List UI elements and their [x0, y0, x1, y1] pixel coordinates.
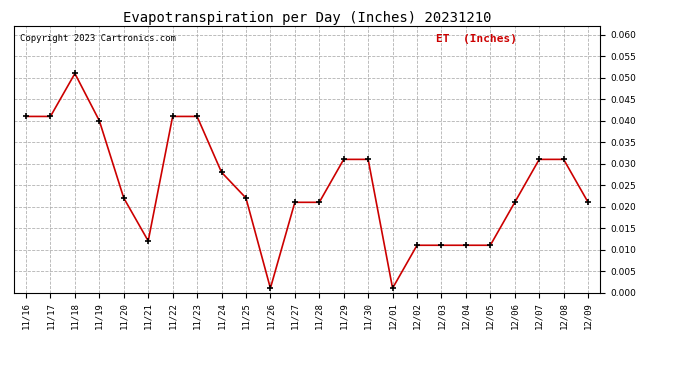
Text: Copyright 2023 Cartronics.com: Copyright 2023 Cartronics.com — [19, 34, 175, 43]
ET  (Inches) — [193, 114, 201, 118]
ET  (Inches) — [437, 243, 446, 248]
ET  (Inches) — [290, 200, 299, 205]
ET  (Inches) — [241, 196, 250, 200]
ET  (Inches) — [584, 200, 592, 205]
ET  (Inches) — [339, 157, 348, 162]
ET  (Inches) — [217, 170, 226, 174]
Line: ET  (Inches): ET (Inches) — [23, 70, 591, 292]
ET  (Inches) — [266, 286, 275, 291]
Text: ET  (Inches): ET (Inches) — [436, 34, 517, 44]
ET  (Inches) — [22, 114, 30, 118]
ET  (Inches) — [144, 239, 152, 243]
ET  (Inches) — [119, 196, 128, 200]
ET  (Inches) — [315, 200, 324, 205]
ET  (Inches) — [560, 157, 568, 162]
ET  (Inches) — [413, 243, 421, 248]
ET  (Inches) — [71, 71, 79, 76]
ET  (Inches) — [462, 243, 470, 248]
ET  (Inches) — [535, 157, 543, 162]
ET  (Inches) — [511, 200, 519, 205]
ET  (Inches) — [46, 114, 55, 118]
ET  (Inches) — [364, 157, 373, 162]
ET  (Inches) — [486, 243, 495, 248]
ET  (Inches) — [95, 118, 104, 123]
ET  (Inches) — [168, 114, 177, 118]
ET  (Inches) — [388, 286, 397, 291]
Title: Evapotranspiration per Day (Inches) 20231210: Evapotranspiration per Day (Inches) 2023… — [123, 11, 491, 25]
